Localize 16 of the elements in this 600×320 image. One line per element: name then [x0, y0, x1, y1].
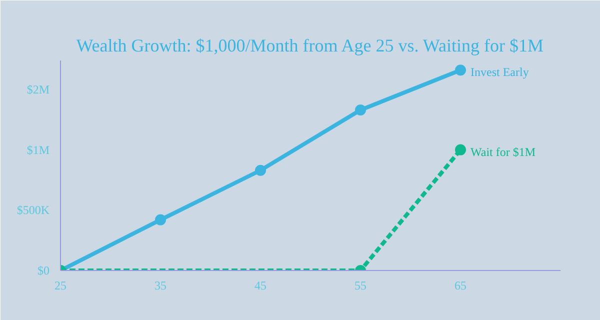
y-tick-label: $500K: [16, 203, 50, 218]
point: [255, 164, 266, 176]
x-tick-label: 35: [154, 278, 166, 292]
y-tick-label: $0: [38, 264, 50, 278]
chart-title: Wealth Growth: $1,000/Month from Age 25 vs. Waiting for $1M: [76, 36, 544, 56]
x-tick-label: 25: [54, 278, 66, 292]
x-tick-label: 55: [354, 278, 366, 292]
y-tick-label: $1M: [26, 142, 50, 157]
y-tick-label: $2M: [26, 82, 50, 96]
x-tick-label: 45: [254, 278, 266, 292]
point: [355, 104, 366, 116]
point: [455, 144, 466, 156]
point: [455, 64, 466, 76]
series-label: Invest Early: [470, 65, 529, 80]
x-tick-label: 65: [454, 278, 466, 292]
series-label: Wait for $1M: [470, 144, 536, 159]
